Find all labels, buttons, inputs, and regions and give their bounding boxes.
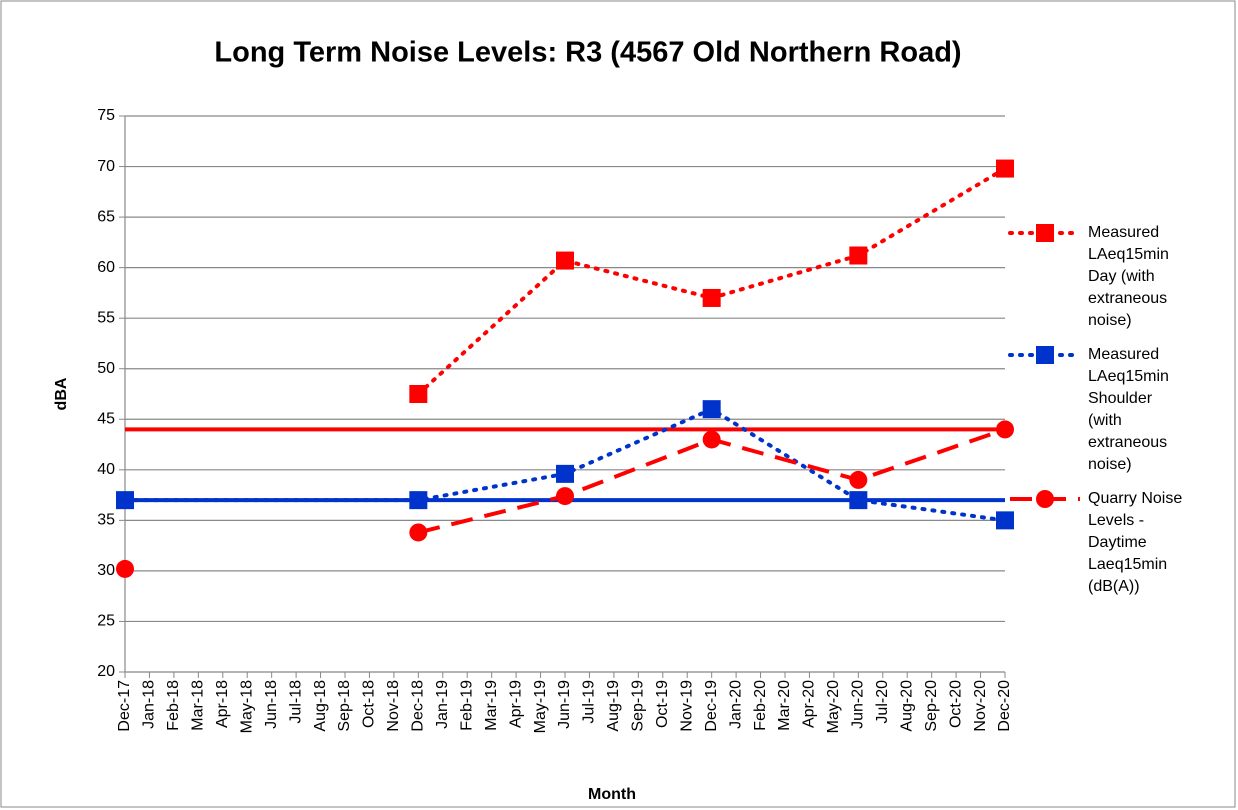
x-tick-label: Mar-20 [776, 680, 793, 731]
x-tick-label: Jan-20 [727, 680, 744, 729]
y-tick-label: 70 [97, 158, 115, 175]
legend-label: Measured LAeq15min Day (with extraneous nois… [1088, 224, 1169, 329]
x-tick-label: Aug-19 [605, 680, 622, 732]
x-tick-label: Apr-19 [507, 680, 524, 728]
marker [849, 246, 868, 265]
x-tick-label: Dec-18 [410, 680, 427, 732]
legend-label: Measured LAeq15min Shoulder (with extraneous… [1088, 346, 1169, 473]
y-tick-label: 30 [97, 562, 115, 579]
chart-title: Long Term Noise Levels: R3 (4567 Old Nor… [214, 37, 961, 69]
y-tick-label: 55 [97, 309, 115, 326]
x-tick-label: Oct-20 [947, 680, 964, 728]
x-tick-label: Apr-18 [214, 680, 231, 728]
y-tick-label: 25 [97, 613, 115, 630]
marker [1036, 346, 1054, 364]
x-tick-label: Dec-17 [116, 680, 133, 732]
x-tick-label: Jul-19 [581, 680, 598, 724]
y-tick-label: 45 [97, 410, 115, 427]
y-tick-label: 20 [97, 663, 115, 680]
y-tick-label: 65 [97, 208, 115, 225]
x-tick-label: Sep-19 [630, 680, 647, 732]
marker [116, 559, 134, 578]
x-tick-label: Jan-19 [434, 680, 451, 729]
marker [409, 491, 428, 510]
x-tick-label: Mar-19 [483, 680, 500, 731]
marker [409, 385, 428, 403]
x-tick-label: Feb-19 [458, 680, 475, 731]
marker [996, 511, 1014, 530]
x-tick-label: Mar-18 [190, 680, 207, 731]
marker [849, 491, 868, 510]
x-tick-label: Nov-19 [678, 680, 695, 732]
x-tick-label: Dec-20 [996, 680, 1013, 732]
x-tick-label: Dec-19 [703, 680, 720, 732]
x-tick-label: Feb-18 [165, 680, 182, 731]
x-tick-label: May-19 [532, 680, 549, 733]
y-tick-label: 40 [97, 461, 115, 478]
marker [1036, 224, 1054, 242]
x-tick-label: Aug-18 [312, 680, 329, 732]
marker [702, 430, 721, 449]
x-axis-label: Month [588, 786, 636, 803]
y-tick-label: 35 [97, 512, 115, 529]
marker [996, 159, 1014, 178]
marker [702, 400, 721, 419]
y-tick-label: 50 [97, 360, 115, 377]
x-tick-label: Jun-19 [556, 680, 573, 729]
marker [116, 491, 134, 510]
y-tick-label: 75 [97, 107, 115, 124]
marker [556, 464, 574, 483]
marker [556, 251, 574, 270]
marker [409, 523, 428, 542]
x-tick-label: May-20 [825, 680, 842, 733]
x-tick-label: Jul-20 [874, 680, 891, 724]
x-tick-label: Apr-20 [801, 680, 818, 728]
y-axis-label: dBA [53, 377, 70, 410]
x-tick-label: Nov-20 [972, 680, 989, 732]
x-tick-label: Sep-18 [336, 680, 353, 732]
x-tick-label: Oct-18 [361, 680, 378, 728]
x-tick-label: Jun-20 [850, 680, 867, 729]
x-tick-label: May-18 [238, 680, 255, 733]
series-line [123, 406, 1007, 523]
x-tick-label: Jan-18 [141, 680, 158, 729]
x-tick-label: Nov-18 [385, 680, 402, 732]
x-tick-label: Jun-18 [263, 680, 280, 729]
marker [556, 487, 574, 506]
marker [996, 420, 1014, 439]
x-tick-label: Jul-18 [287, 680, 304, 724]
y-tick-label: 60 [97, 259, 115, 276]
x-tick-label: Sep-20 [923, 680, 940, 732]
x-tick-label: Oct-19 [654, 680, 671, 728]
x-tick-label: Feb-20 [752, 680, 769, 731]
marker [849, 470, 868, 489]
x-tick-label: Aug-20 [898, 680, 915, 732]
marker [1036, 490, 1054, 508]
marker [702, 288, 721, 307]
legend-label: Quarry Noise Levels -Daytime Laeq15min (dB(… [1088, 490, 1182, 595]
